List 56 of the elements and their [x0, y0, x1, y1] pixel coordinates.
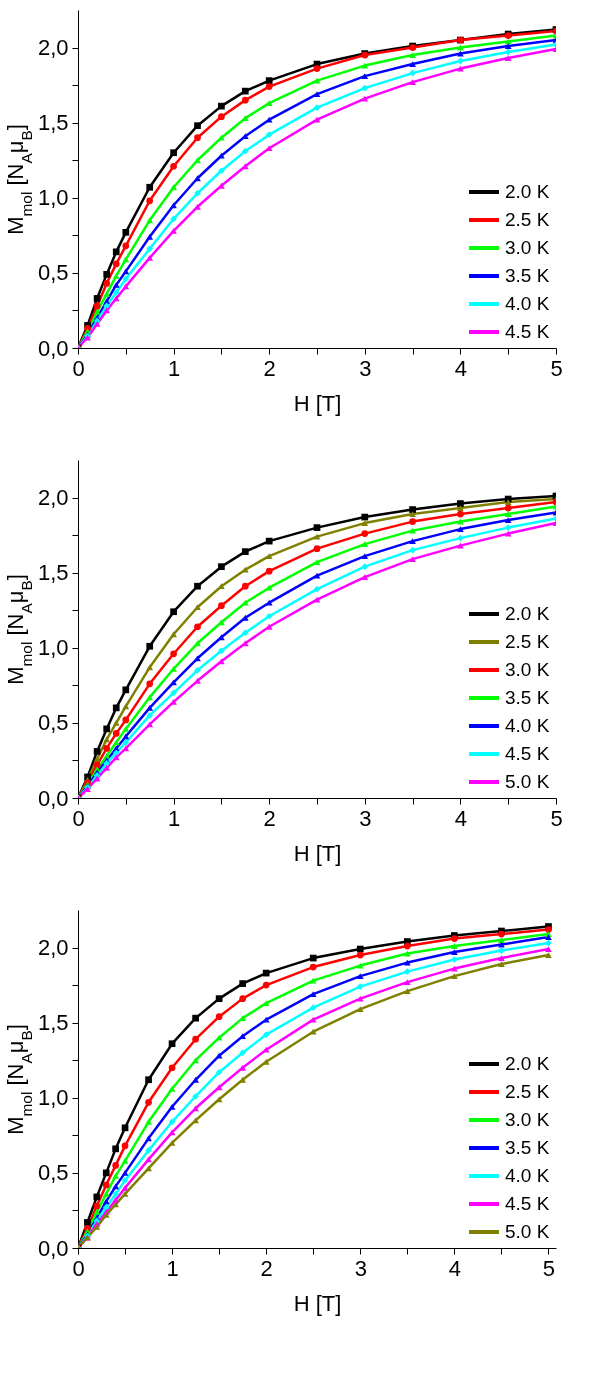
y-tick-label: 2,0 — [37, 935, 69, 961]
y-tick-label: 0,5 — [37, 1160, 69, 1186]
y-tick-label: 0,0 — [37, 1235, 69, 1261]
x-axis-title: H [T] — [293, 840, 342, 866]
x-tick-label: 0 — [72, 355, 85, 381]
legend-label: 2.5 K — [505, 631, 550, 652]
x-axis-title: H [T] — [293, 1290, 342, 1316]
legend-label: 2.0 K — [505, 181, 550, 202]
legend-label: 3.5 K — [505, 687, 550, 708]
legend-label: 2.5 K — [505, 1081, 550, 1102]
legend-label: 3.5 K — [505, 265, 550, 286]
y-tick-label: 1,0 — [37, 185, 69, 211]
legend-label: 4.0 K — [505, 1165, 550, 1186]
x-tick-label: 4 — [454, 805, 468, 831]
legend-label: 3.0 K — [505, 659, 550, 680]
x-tick-label: 3 — [354, 1255, 367, 1281]
y-tick-label: 0,0 — [37, 785, 69, 811]
y-tick-label: 2,0 — [37, 485, 69, 511]
x-tick-label: 2 — [260, 1255, 273, 1281]
legend-label: 4.5 K — [505, 743, 550, 764]
y-tick-label: 0,0 — [37, 335, 69, 361]
y-tick-label: 2,0 — [37, 35, 69, 61]
y-tick-label: 1,5 — [37, 110, 69, 136]
legend-label: 2.0 K — [505, 603, 550, 624]
legend-label: 3.0 K — [505, 1109, 550, 1130]
y-tick-label: 0,5 — [37, 260, 69, 286]
legend-label: 4.0 K — [505, 293, 550, 314]
y-tick-label: 1,0 — [37, 635, 69, 661]
legend-label: 5.0 K — [505, 771, 550, 792]
x-tick-label: 3 — [359, 805, 372, 831]
x-tick-label: 1 — [167, 805, 181, 831]
y-tick-label: 1,5 — [37, 560, 69, 586]
x-tick-label: 4 — [448, 1255, 461, 1281]
y-tick-label: 1,5 — [37, 1010, 69, 1036]
legend-label: 5.0 K — [505, 1221, 550, 1242]
x-tick-label: 2 — [263, 355, 276, 381]
legend-label: 4.5 K — [505, 1193, 550, 1214]
x-tick-label: 2 — [263, 805, 276, 831]
x-tick-label: 5 — [550, 355, 563, 381]
x-axis-title: H [T] — [293, 390, 342, 416]
x-tick-label: 5 — [542, 1255, 556, 1281]
legend-label: 3.0 K — [505, 237, 550, 258]
x-tick-label: 1 — [167, 355, 181, 381]
x-tick-label: 0 — [72, 805, 85, 831]
legend-label: 2.0 K — [505, 1053, 550, 1074]
x-tick-label: 4 — [454, 355, 468, 381]
legend-label: 3.5 K — [505, 1137, 550, 1158]
legend-label: 2.5 K — [505, 209, 550, 230]
y-tick-label: 1,0 — [37, 1085, 69, 1111]
x-tick-label: 3 — [359, 355, 372, 381]
x-tick-label: 0 — [72, 1255, 85, 1281]
y-tick-label: 0,5 — [37, 710, 69, 736]
x-tick-label: 5 — [550, 805, 563, 831]
legend-label: 4.0 K — [505, 715, 550, 736]
legend-label: 4.5 K — [505, 321, 550, 342]
x-tick-label: 1 — [166, 1255, 179, 1281]
